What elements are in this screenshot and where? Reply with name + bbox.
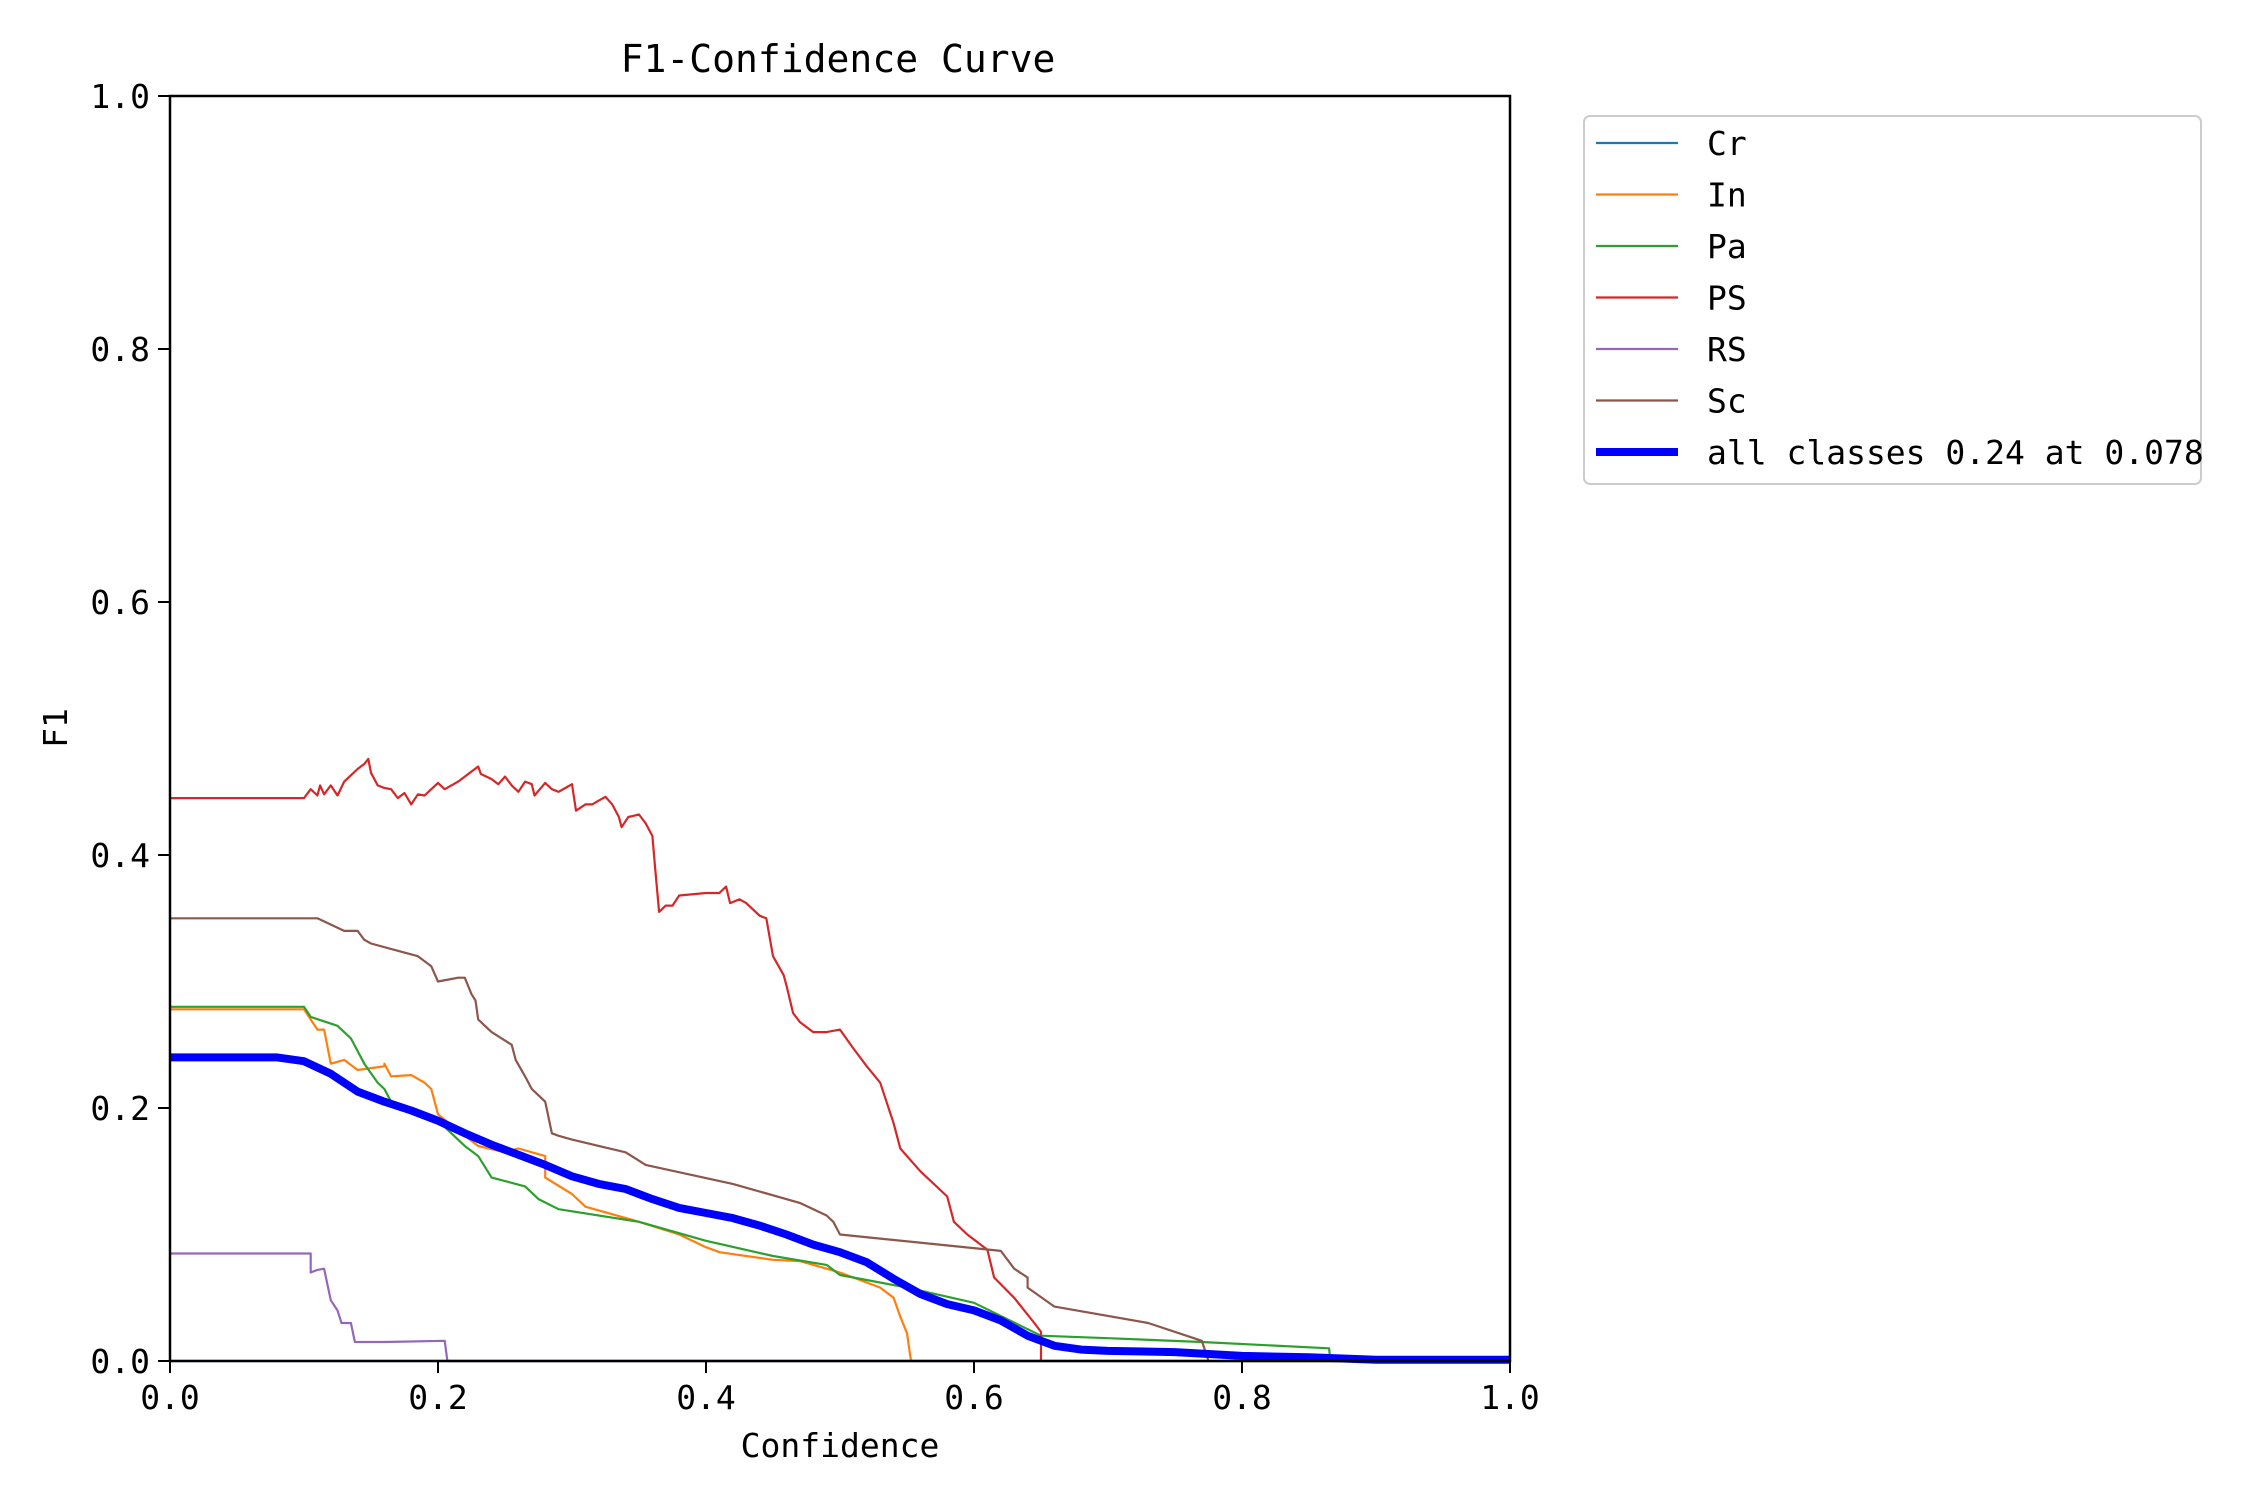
chart-title: F1-Confidence Curve: [621, 37, 1056, 81]
y-tick-label: 0.6: [90, 583, 150, 622]
legend-label-cr: Cr: [1707, 124, 1747, 163]
y-tick-label: 0.8: [90, 330, 150, 369]
y-tick-label: 1.0: [90, 77, 150, 116]
y-tick-label: 0.4: [90, 836, 150, 875]
legend-frame: [1583, 115, 2202, 485]
legend-label-in: In: [1707, 176, 1747, 215]
x-axis-ticks: 0.0 0.2 0.4 0.6 0.8 1.0: [140, 1361, 1540, 1417]
legend-items: Cr In Pa PS RS Sc all classes 0.24 at 0.078: [1596, 124, 2204, 472]
y-axis-label: F1: [36, 708, 75, 748]
x-tick-label: 0.8: [1212, 1378, 1272, 1417]
legend-label-rs: RS: [1707, 330, 1747, 369]
x-tick-label: 0.2: [408, 1378, 468, 1417]
y-tick-label: 0.2: [90, 1089, 150, 1128]
legend: Cr In Pa PS RS Sc all classes 0.24 at 0.078: [1583, 115, 2204, 485]
series-line-all-classes-0-24-at-0-078: [170, 1053, 1510, 1364]
x-axis-label: Confidence: [741, 1426, 940, 1465]
x-tick-label: 0.6: [944, 1378, 1004, 1417]
series-line-ps: [170, 757, 1043, 1361]
legend-label-pa: Pa: [1707, 227, 1747, 266]
x-tick-label: 0.4: [676, 1378, 736, 1417]
legend-label-ps: PS: [1707, 279, 1747, 318]
series-line-rs: [170, 1252, 1510, 1363]
legend-label-sc: Sc: [1707, 382, 1747, 421]
legend-label-all-classes-0-24-at-0-078: all classes 0.24 at 0.078: [1707, 433, 2204, 472]
y-tick-label: 0.0: [90, 1342, 150, 1381]
plot-frame: [168, 94, 1512, 1363]
y-axis-ticks: 0.0 0.2 0.4 0.6 0.8 1.0: [90, 77, 170, 1381]
series-line-pa: [170, 1005, 1510, 1363]
x-tick-label: 0.0: [140, 1378, 200, 1417]
series-line-sc: [170, 917, 1210, 1362]
x-tick-label: 1.0: [1480, 1378, 1540, 1417]
